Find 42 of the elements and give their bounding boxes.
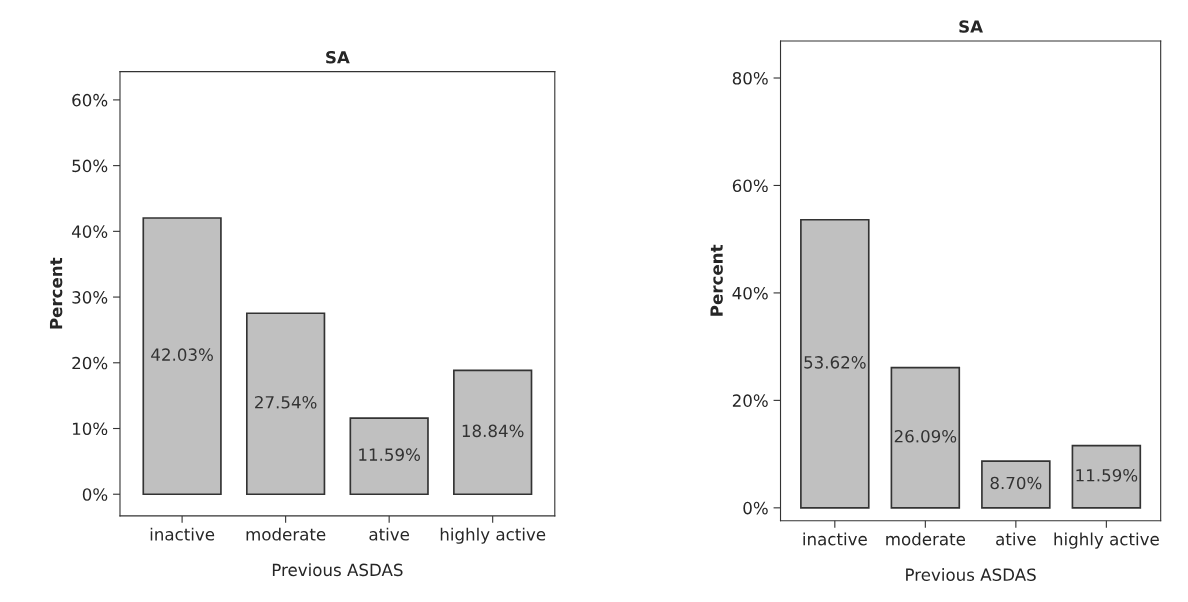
y-tick-label: 10% — [72, 422, 108, 436]
bar — [981, 460, 1051, 509]
x-tick-label: inactive — [150, 527, 215, 541]
y-tick-label: 60% — [72, 93, 108, 107]
y-tick-label: 20% — [72, 356, 108, 370]
x-axis-title: Previous ASDAS — [906, 568, 1036, 582]
y-tick-label: 0% — [743, 501, 768, 515]
bar — [800, 218, 870, 509]
y-tick-label: 40% — [732, 286, 768, 300]
data-label: 53.62% — [804, 356, 866, 369]
bar — [349, 417, 429, 496]
bar — [453, 369, 533, 496]
data-label: 8.70% — [990, 476, 1042, 490]
y-tick-label: 50% — [72, 159, 108, 173]
x-axis-title: Previous ASDAS — [272, 563, 403, 577]
data-label: 11.59% — [1076, 468, 1138, 482]
bar — [245, 312, 326, 496]
y-tick-label: 60% — [732, 179, 768, 193]
data-label: 11.59% — [359, 448, 421, 461]
y-tick-label: 0% — [82, 488, 108, 501]
data-label: 18.84% — [462, 424, 524, 438]
x-tick-label: highly active — [440, 527, 546, 544]
data-label: 26.09% — [894, 429, 957, 443]
x-tick-label: ative — [369, 527, 410, 541]
x-tick-label: inactive — [803, 532, 867, 546]
chart-title: SA — [326, 50, 350, 64]
x-tick-label: highly active — [1054, 532, 1159, 549]
x-tick-label: moderate — [886, 532, 966, 546]
chart-title: SA — [959, 20, 983, 33]
x-tick-label: ative — [996, 532, 1036, 546]
y-tick-label: 30% — [72, 291, 108, 304]
bar — [890, 366, 961, 509]
y-tick-label: 20% — [732, 394, 768, 407]
y-axis-title: Percent — [710, 244, 723, 316]
x-tick-label: moderate — [246, 527, 326, 541]
y-axis-title: Percent — [49, 257, 63, 329]
data-label: 27.54% — [255, 395, 317, 409]
bar — [1071, 444, 1142, 509]
y-tick-label: 80% — [732, 71, 768, 85]
y-tick-label: 40% — [71, 225, 108, 238]
data-label: 42.03% — [151, 348, 213, 361]
bar — [142, 217, 222, 496]
